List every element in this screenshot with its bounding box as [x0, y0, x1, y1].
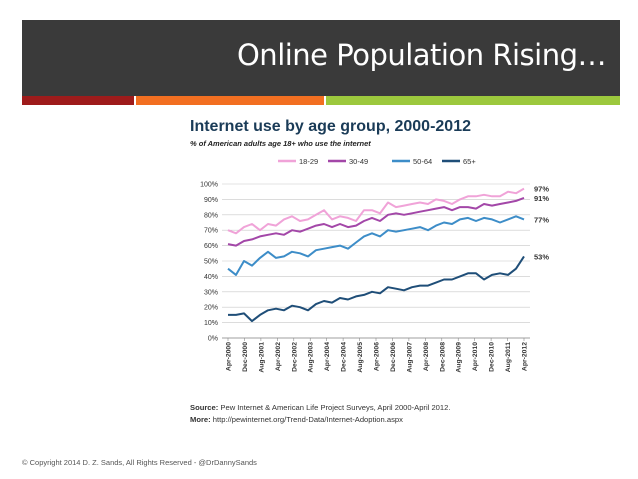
y-tick-label: 70%: [204, 228, 218, 235]
x-tick-label: Apr-2002: [275, 342, 282, 371]
series-line-30-49: [227, 196, 525, 247]
accent-stripe-red: [22, 96, 134, 105]
x-tick-label: Dec-2010: [489, 342, 496, 372]
y-tick-label: 50%: [204, 259, 218, 266]
legend-label: 65+: [463, 157, 476, 166]
x-tick-label: Aug-2003: [308, 342, 315, 373]
y-tick-label: 90%: [204, 197, 218, 204]
more-label: More:: [190, 415, 211, 424]
series-line-18-29: [227, 187, 525, 235]
slide-title: Online Population Rising…: [236, 38, 607, 72]
y-tick-label: 0%: [208, 336, 218, 343]
y-tick-label: 20%: [204, 305, 218, 312]
x-tick-label: Apr-2012: [522, 342, 529, 371]
x-tick-label: Aug-2009: [456, 342, 463, 373]
series-line-50-64: [227, 215, 525, 276]
source-text: Pew Internet & American Life Project Sur…: [220, 403, 451, 412]
x-tick-label: Aug-2001: [258, 342, 265, 373]
title-bar: Online Population Rising…: [22, 20, 620, 96]
accent-stripe-orange: [136, 96, 324, 105]
x-tick-label: Apr-2008: [423, 342, 430, 371]
x-tick-label: Dec-2004: [341, 342, 348, 372]
chart-title: Internet use by age group, 2000-2012: [190, 118, 471, 135]
y-tick-label: 10%: [204, 320, 218, 327]
legend-label: 50-64: [413, 157, 432, 166]
series-line-65+: [228, 255, 525, 323]
chart-plot: 18-29 30-49 50-64 65+ 0% 10% 20% 30% 40% 50% 60% 70…: [200, 157, 549, 373]
accent-stripe-green: [326, 96, 620, 105]
x-tick-label: Aug-2005: [357, 342, 364, 373]
copyright-notice: © Copyright 2014 D. Z. Sands, All Rights…: [22, 458, 257, 467]
x-tick-label: Dec-2000: [242, 342, 249, 372]
source-label: Source:: [190, 403, 219, 412]
y-tick-label: 30%: [204, 289, 218, 296]
end-value-label: 53%: [534, 252, 549, 261]
x-tick-label: Dec-2006: [390, 342, 397, 372]
y-tick-label: 80%: [204, 212, 218, 219]
end-value-label: 97%: [534, 185, 549, 194]
y-tick-label: 60%: [204, 243, 218, 250]
y-tick-label: 100%: [200, 182, 218, 189]
more-link: http://pewinternet.org/Trend-Data/Intern…: [212, 415, 403, 424]
x-tick-label: Aug-2011: [505, 342, 512, 372]
x-tick-label: Dec-2002: [291, 342, 298, 372]
x-tick-label: Apr-2000: [226, 342, 233, 371]
chart-figure: Internet use by age group, 2000-2012 % o…: [180, 110, 560, 432]
y-tick-label: 40%: [204, 274, 218, 281]
x-tick-label: Apr-2006: [374, 342, 381, 371]
chart-subtitle: % of American adults age 18+ who use the…: [190, 139, 371, 148]
end-value-label: 91%: [534, 194, 549, 203]
x-tick-label: Dec-2008: [439, 342, 446, 372]
source-note: Source: Pew Internet & American Life Pro…: [190, 402, 450, 426]
x-tick-label: Aug-2007: [406, 342, 413, 373]
legend-label: 30-49: [349, 157, 368, 166]
legend-label: 18-29: [299, 157, 318, 166]
x-tick-label: Apr-2004: [324, 342, 331, 371]
x-tick-label: Apr-2010: [472, 342, 479, 371]
end-value-label: 77%: [534, 215, 549, 224]
